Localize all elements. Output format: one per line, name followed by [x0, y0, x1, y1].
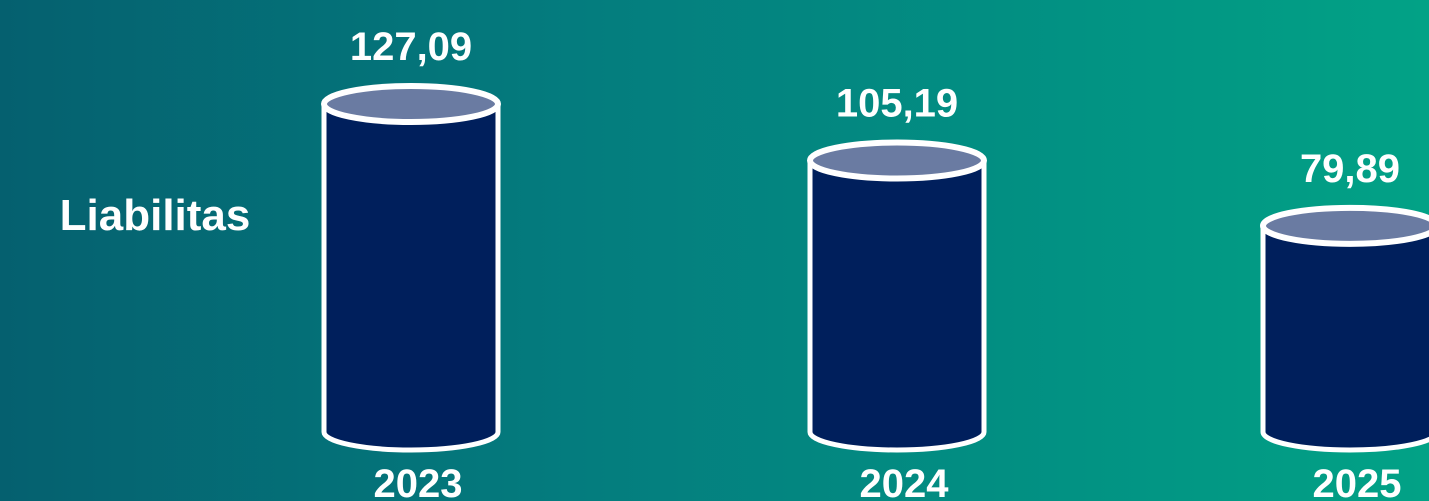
x-tick-label: 2025 — [1313, 462, 1402, 501]
bar-body — [321, 101, 501, 453]
y-axis-label: Liabilitas — [60, 191, 251, 240]
data-label: 127,09 — [350, 25, 472, 69]
data-label: 105,19 — [836, 82, 958, 126]
bar-2024: 105,19 2024 — [807, 82, 987, 501]
data-label: 79,89 — [1300, 147, 1400, 191]
bar-2023: 127,09 2023 — [321, 25, 501, 501]
bar-body — [1260, 223, 1429, 453]
x-tick-label: 2023 — [374, 462, 463, 501]
x-tick-label: 2024 — [860, 462, 950, 501]
bar-top — [1260, 204, 1429, 247]
bar-top — [807, 139, 987, 182]
bar-2025: 79,89 2025 — [1260, 147, 1429, 501]
bars-group: 127,09 2023 105,19 2024 79,89 2025 — [321, 25, 1429, 501]
bar-body — [807, 158, 987, 453]
bar-top — [321, 83, 501, 125]
